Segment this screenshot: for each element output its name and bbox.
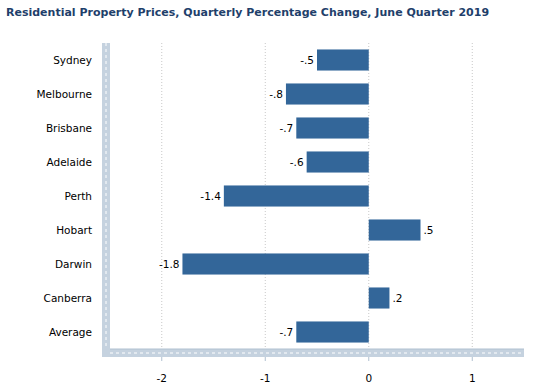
data-label: .5 [424, 224, 434, 236]
bar [296, 117, 368, 138]
y-axis-band-pattern [106, 43, 107, 353]
grid-line [161, 43, 162, 349]
bar [369, 287, 390, 308]
bar [296, 321, 368, 342]
chart-container: Residential Property Prices, Quarterly P… [0, 0, 542, 387]
x-tick [368, 357, 369, 361]
x-tick [472, 357, 473, 361]
x-axis-band [102, 349, 524, 357]
category-label: Darwin [55, 258, 92, 270]
x-tick-label: 1 [469, 372, 476, 384]
bar [369, 219, 421, 240]
data-label: .2 [392, 292, 402, 304]
category-label: Hobart [56, 224, 92, 236]
data-label: -1.8 [159, 258, 180, 270]
bar [317, 49, 369, 70]
category-label: Average [49, 326, 92, 338]
chart-svg: Residential Property Prices, Quarterly P… [0, 0, 542, 387]
category-label: Perth [64, 190, 92, 202]
category-label: Melbourne [37, 88, 92, 100]
data-label: -.7 [279, 122, 293, 134]
data-label: -.7 [279, 326, 293, 338]
y-axis-band [102, 43, 110, 357]
category-label: Adelaide [46, 156, 92, 168]
x-tick-label: -1 [260, 372, 270, 384]
bar [307, 151, 369, 172]
bar [286, 83, 369, 104]
x-tick [161, 357, 162, 361]
bar [224, 185, 369, 206]
category-label: Sydney [53, 54, 92, 66]
data-label: -.6 [290, 156, 304, 168]
data-label: -1.4 [200, 190, 221, 202]
x-axis-line [110, 349, 524, 350]
grid-line [472, 43, 473, 349]
data-label: -.5 [300, 54, 314, 66]
category-label: Brisbane [46, 122, 92, 134]
x-tick [265, 357, 266, 361]
title: Residential Property Prices, Quarterly P… [6, 6, 489, 19]
data-label: -.8 [269, 88, 283, 100]
x-axis-band-pattern [110, 353, 524, 354]
bars [182, 49, 420, 342]
x-tick-label: 0 [365, 372, 372, 384]
category-label: Canberra [44, 292, 92, 304]
x-tick-label: -2 [157, 372, 167, 384]
bar [182, 253, 368, 274]
